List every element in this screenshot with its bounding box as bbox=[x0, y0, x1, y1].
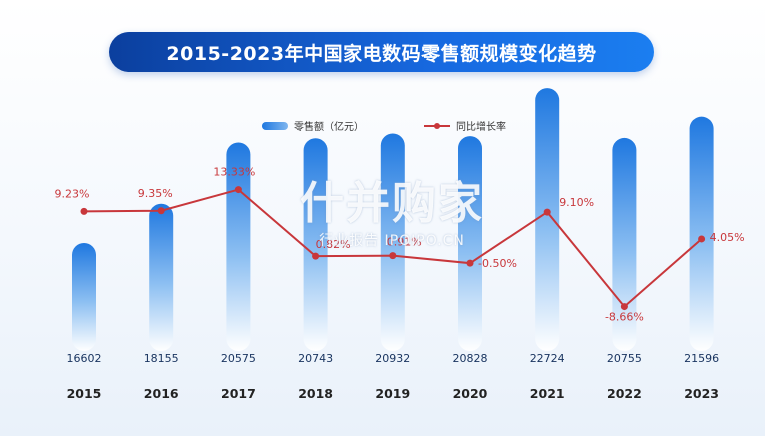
x-tick-label: 2017 bbox=[221, 386, 256, 401]
growth-rate-label: 9.23% bbox=[55, 187, 90, 200]
x-tick-label: 2016 bbox=[144, 386, 179, 401]
x-tick-label: 2022 bbox=[607, 386, 642, 401]
bar-value-label: 20828 bbox=[453, 352, 488, 365]
x-tick-label: 2015 bbox=[67, 386, 102, 401]
growth-rate-label: 13.33% bbox=[213, 166, 255, 179]
bar-value-label: 20575 bbox=[221, 352, 256, 365]
legend-item-growth: 同比增长率 bbox=[424, 118, 506, 133]
x-tick-label: 2023 bbox=[684, 386, 719, 401]
growth-rate-label: 9.35% bbox=[138, 187, 173, 200]
legend: 零售额（亿元） 同比增长率 bbox=[0, 118, 765, 136]
legend-label-sales: 零售额（亿元） bbox=[294, 122, 364, 133]
growth-rate-label: -8.66% bbox=[605, 311, 644, 324]
growth-point bbox=[234, 186, 242, 194]
bar-value-label: 18155 bbox=[144, 352, 179, 365]
growth-point bbox=[312, 252, 320, 260]
legend-bar-swatch bbox=[262, 121, 288, 130]
growth-rate-label: -0.50% bbox=[478, 257, 517, 270]
growth-point bbox=[698, 235, 706, 243]
growth-point bbox=[80, 207, 88, 215]
chart-title: 2015-2023年中国家电数码零售额规模变化趋势 bbox=[109, 32, 654, 72]
growth-rate-label: 4.05% bbox=[710, 231, 745, 244]
growth-point bbox=[389, 252, 397, 260]
legend-line-swatch bbox=[424, 122, 450, 130]
growth-point bbox=[157, 207, 165, 215]
bar-value-label: 16602 bbox=[67, 352, 102, 365]
x-tick-label: 2021 bbox=[530, 386, 565, 401]
growth-point bbox=[620, 303, 628, 311]
growth-point bbox=[543, 208, 551, 216]
legend-item-sales: 零售额（亿元） bbox=[262, 118, 364, 133]
bar-2019 bbox=[380, 133, 405, 351]
growth-rate-label: 0.91% bbox=[387, 236, 422, 249]
bar-value-label: 20755 bbox=[607, 352, 642, 365]
bar-2016 bbox=[149, 203, 174, 351]
bar-value-label: 20743 bbox=[298, 352, 333, 365]
x-tick-label: 2018 bbox=[298, 386, 333, 401]
bar-2023 bbox=[689, 116, 714, 352]
bar-2021 bbox=[535, 88, 560, 351]
growth-rate-label: 0.82% bbox=[316, 238, 351, 251]
bar-2018 bbox=[303, 138, 328, 351]
bar-2015 bbox=[72, 243, 96, 351]
legend-label-growth: 同比增长率 bbox=[456, 122, 506, 133]
x-tick-label: 2019 bbox=[375, 386, 410, 401]
growth-rate-label: 9.10% bbox=[559, 196, 594, 209]
growth-point bbox=[466, 259, 474, 267]
bar-value-label: 21596 bbox=[684, 352, 719, 365]
bar-value-label: 22724 bbox=[530, 352, 565, 365]
x-tick-label: 2020 bbox=[453, 386, 488, 401]
bar-value-label: 20932 bbox=[375, 352, 410, 365]
bar-2020 bbox=[458, 136, 482, 351]
